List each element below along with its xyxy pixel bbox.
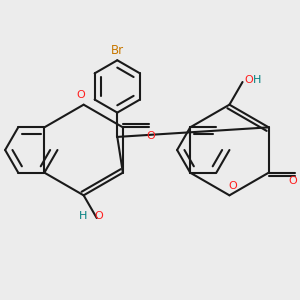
Text: O: O [289, 176, 297, 186]
Text: H: H [253, 75, 261, 85]
Text: Br: Br [111, 44, 124, 57]
Text: O: O [95, 211, 103, 221]
Text: O: O [147, 131, 155, 141]
Text: O: O [76, 90, 85, 100]
Text: H: H [79, 211, 87, 221]
Text: O: O [244, 75, 253, 85]
Text: O: O [228, 181, 237, 191]
